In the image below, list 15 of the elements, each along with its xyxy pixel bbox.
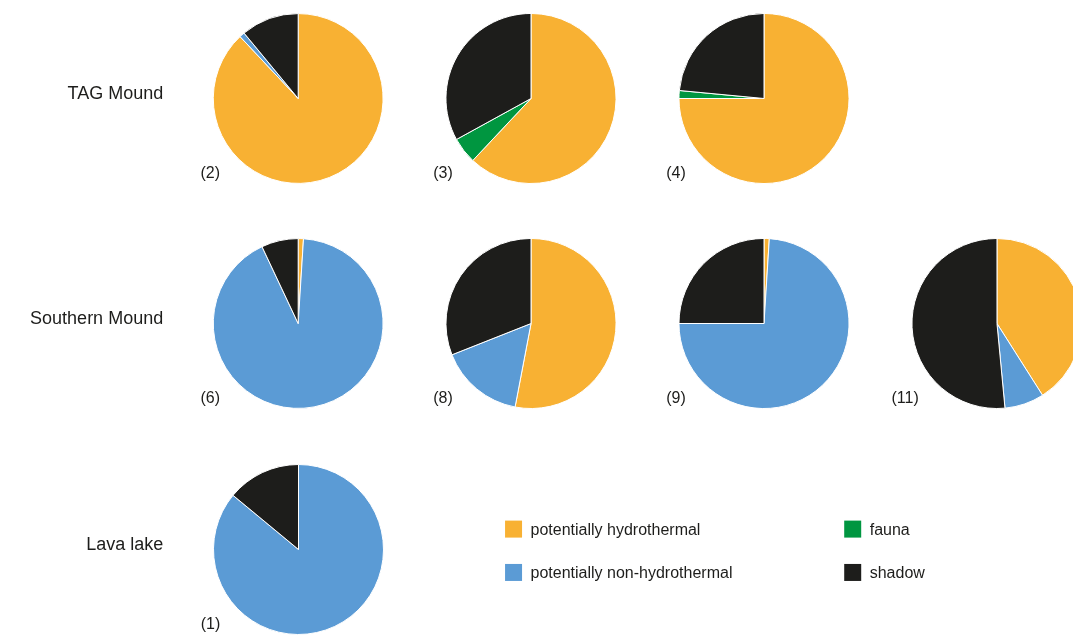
text: Southern Mound bbox=[30, 307, 164, 328]
text: (1) bbox=[200, 614, 221, 632]
legend-label: potentially hydrothermal bbox=[530, 520, 701, 538]
legend-label: potentially non-hydrothermal bbox=[530, 563, 733, 581]
text: (11) bbox=[891, 388, 919, 406]
legend-label: fauna bbox=[869, 520, 910, 538]
text: Lava lake bbox=[86, 533, 164, 554]
text: (9) bbox=[666, 388, 686, 406]
legend-label: shadow bbox=[869, 563, 926, 581]
text: (2) bbox=[200, 163, 221, 181]
text: TAG Mound bbox=[67, 82, 164, 103]
text: (8) bbox=[433, 388, 453, 406]
text: (4) bbox=[666, 163, 686, 181]
text: (3) bbox=[433, 163, 453, 181]
text: (6) bbox=[200, 388, 221, 406]
